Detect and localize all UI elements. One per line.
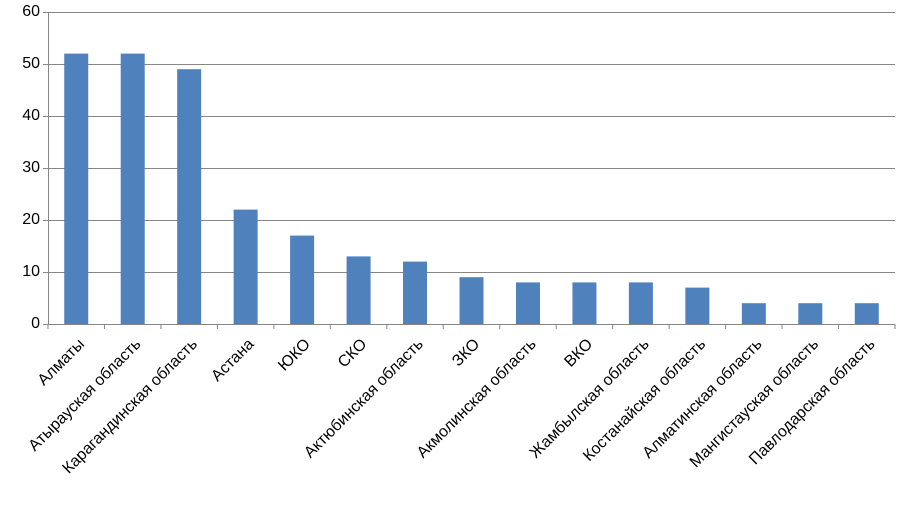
- y-tick-label: 30: [22, 159, 40, 176]
- y-tick-label: 20: [22, 211, 40, 228]
- bar: [177, 69, 202, 324]
- x-tick-label: ЮКО: [275, 336, 314, 375]
- bar: [403, 261, 428, 324]
- bar: [346, 256, 371, 324]
- y-tick-label: 10: [22, 263, 40, 280]
- bar: [120, 53, 145, 324]
- x-tick-label: ЗКО: [449, 336, 483, 370]
- bar: [685, 287, 710, 324]
- bar: [628, 282, 653, 324]
- x-tick-label: Акмолинская область: [414, 336, 540, 462]
- x-tick-label: ВКО: [561, 336, 596, 371]
- x-tick-label: Атырауская область: [26, 336, 145, 455]
- bar: [741, 303, 766, 324]
- bar: [459, 277, 484, 324]
- bar: [572, 282, 597, 324]
- y-tick-label: 40: [22, 107, 40, 124]
- bar: [233, 209, 258, 324]
- y-tick-label: 0: [31, 315, 40, 332]
- x-tick-label: СКО: [335, 336, 370, 371]
- bar: [290, 235, 315, 324]
- y-tick-label: 60: [22, 3, 40, 20]
- bar: [64, 53, 89, 324]
- x-tick-label: Астана: [208, 336, 257, 385]
- bar: [798, 303, 823, 324]
- x-tick-label: Алматы: [35, 336, 88, 389]
- x-tick-label: Актюбинская область: [301, 336, 427, 462]
- bar: [515, 282, 540, 324]
- y-tick-label: 50: [22, 55, 40, 72]
- bar: [854, 303, 879, 324]
